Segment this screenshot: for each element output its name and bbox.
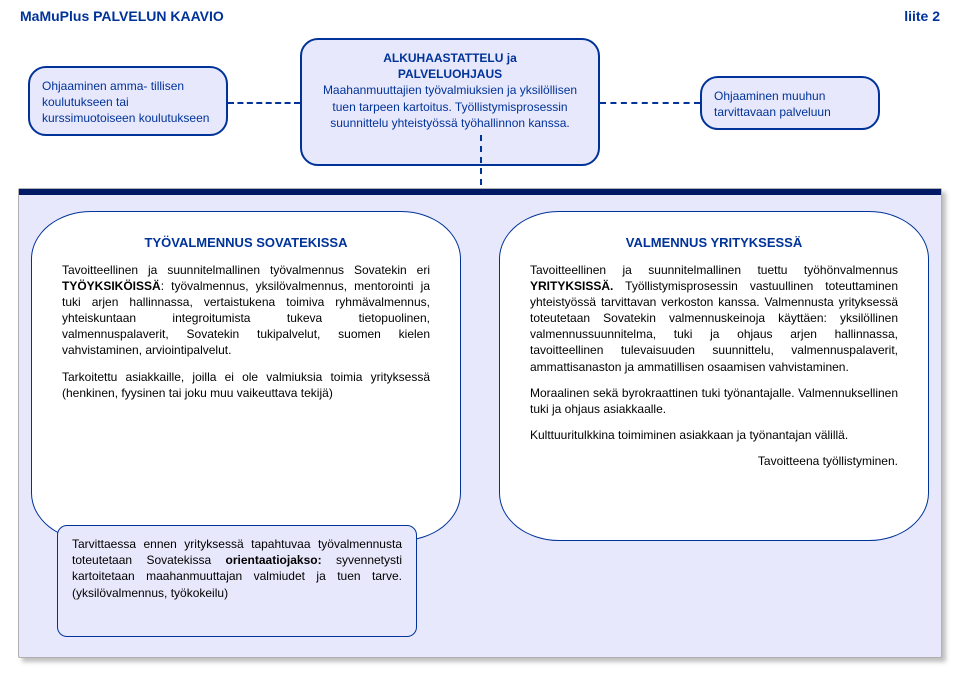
panel-company-p2: Moraalinen sekä byrokraattinen tuki työn… (530, 385, 898, 417)
connector-center-down (480, 135, 482, 185)
box-other-service: Ohjaaminen muuhun tarvittavaan palveluun (700, 76, 880, 130)
panel-sovatek-p1: Tavoitteellinen ja suunnitelmallinen työ… (62, 262, 430, 359)
box-intake-body: Maahanmuuttajien työvalmiuksien ja yksil… (314, 82, 586, 131)
panel-sovatek-title: TYÖVALMENNUS SOVATEKISSA (62, 234, 430, 252)
connector-center-right (600, 102, 700, 104)
box-intake: ALKUHAASTATTELU ja PALVELUOHJAUS Maahanm… (300, 38, 600, 166)
sub-box-b: orientaatiojakso: (226, 553, 322, 567)
panel-company: VALMENNUS YRITYKSESSÄ Tavoitteellinen ja… (499, 211, 929, 541)
panel-sovatek-p2: Tarkoitettu asiakkaille, joilla ei ole v… (62, 369, 430, 401)
panel-sovatek: TYÖVALMENNUS SOVATEKISSA Tavoitteellinen… (31, 211, 461, 541)
box-intake-line2: PALVELUOHJAUS (314, 66, 586, 82)
panel-company-p3: Kulttuuritulkkina toimiminen asiakkaan j… (530, 427, 898, 443)
panel-company-p1b: YRITYKSISSÄ. (530, 279, 613, 293)
sub-orientation-box: Tarvittaessa ennen yrityksessä tapahtuva… (57, 525, 417, 637)
bottom-container: TYÖVALMENNUS SOVATEKISSA Tavoitteellinen… (18, 188, 942, 658)
box-education-text: Ohjaaminen amma- tillisen koulutukseen t… (42, 79, 209, 125)
panel-sovatek-p1a: Tavoitteellinen ja suunnitelmallinen työ… (62, 263, 430, 277)
panel-company-p4: Tavoitteena työllistyminen. (530, 453, 898, 469)
bottom-top-rule (19, 189, 941, 195)
page-title: MaMuPlus PALVELUN KAAVIO (20, 8, 224, 24)
page-subtitle: liite 2 (904, 8, 940, 24)
panel-company-p1a: Tavoitteellinen ja suunnitelmallinen tue… (530, 263, 898, 277)
box-education: Ohjaaminen amma- tillisen koulutukseen t… (28, 66, 228, 136)
panel-sovatek-p1b: TYÖYKSIKÖISSÄ (62, 279, 161, 293)
panel-company-title: VALMENNUS YRITYKSESSÄ (530, 234, 898, 252)
box-intake-line1: ALKUHAASTATTELU ja (314, 50, 586, 66)
panel-company-p1: Tavoitteellinen ja suunnitelmallinen tue… (530, 262, 898, 375)
connector-left-center (228, 102, 300, 104)
box-other-service-text: Ohjaaminen muuhun tarvittavaan palveluun (714, 89, 831, 119)
